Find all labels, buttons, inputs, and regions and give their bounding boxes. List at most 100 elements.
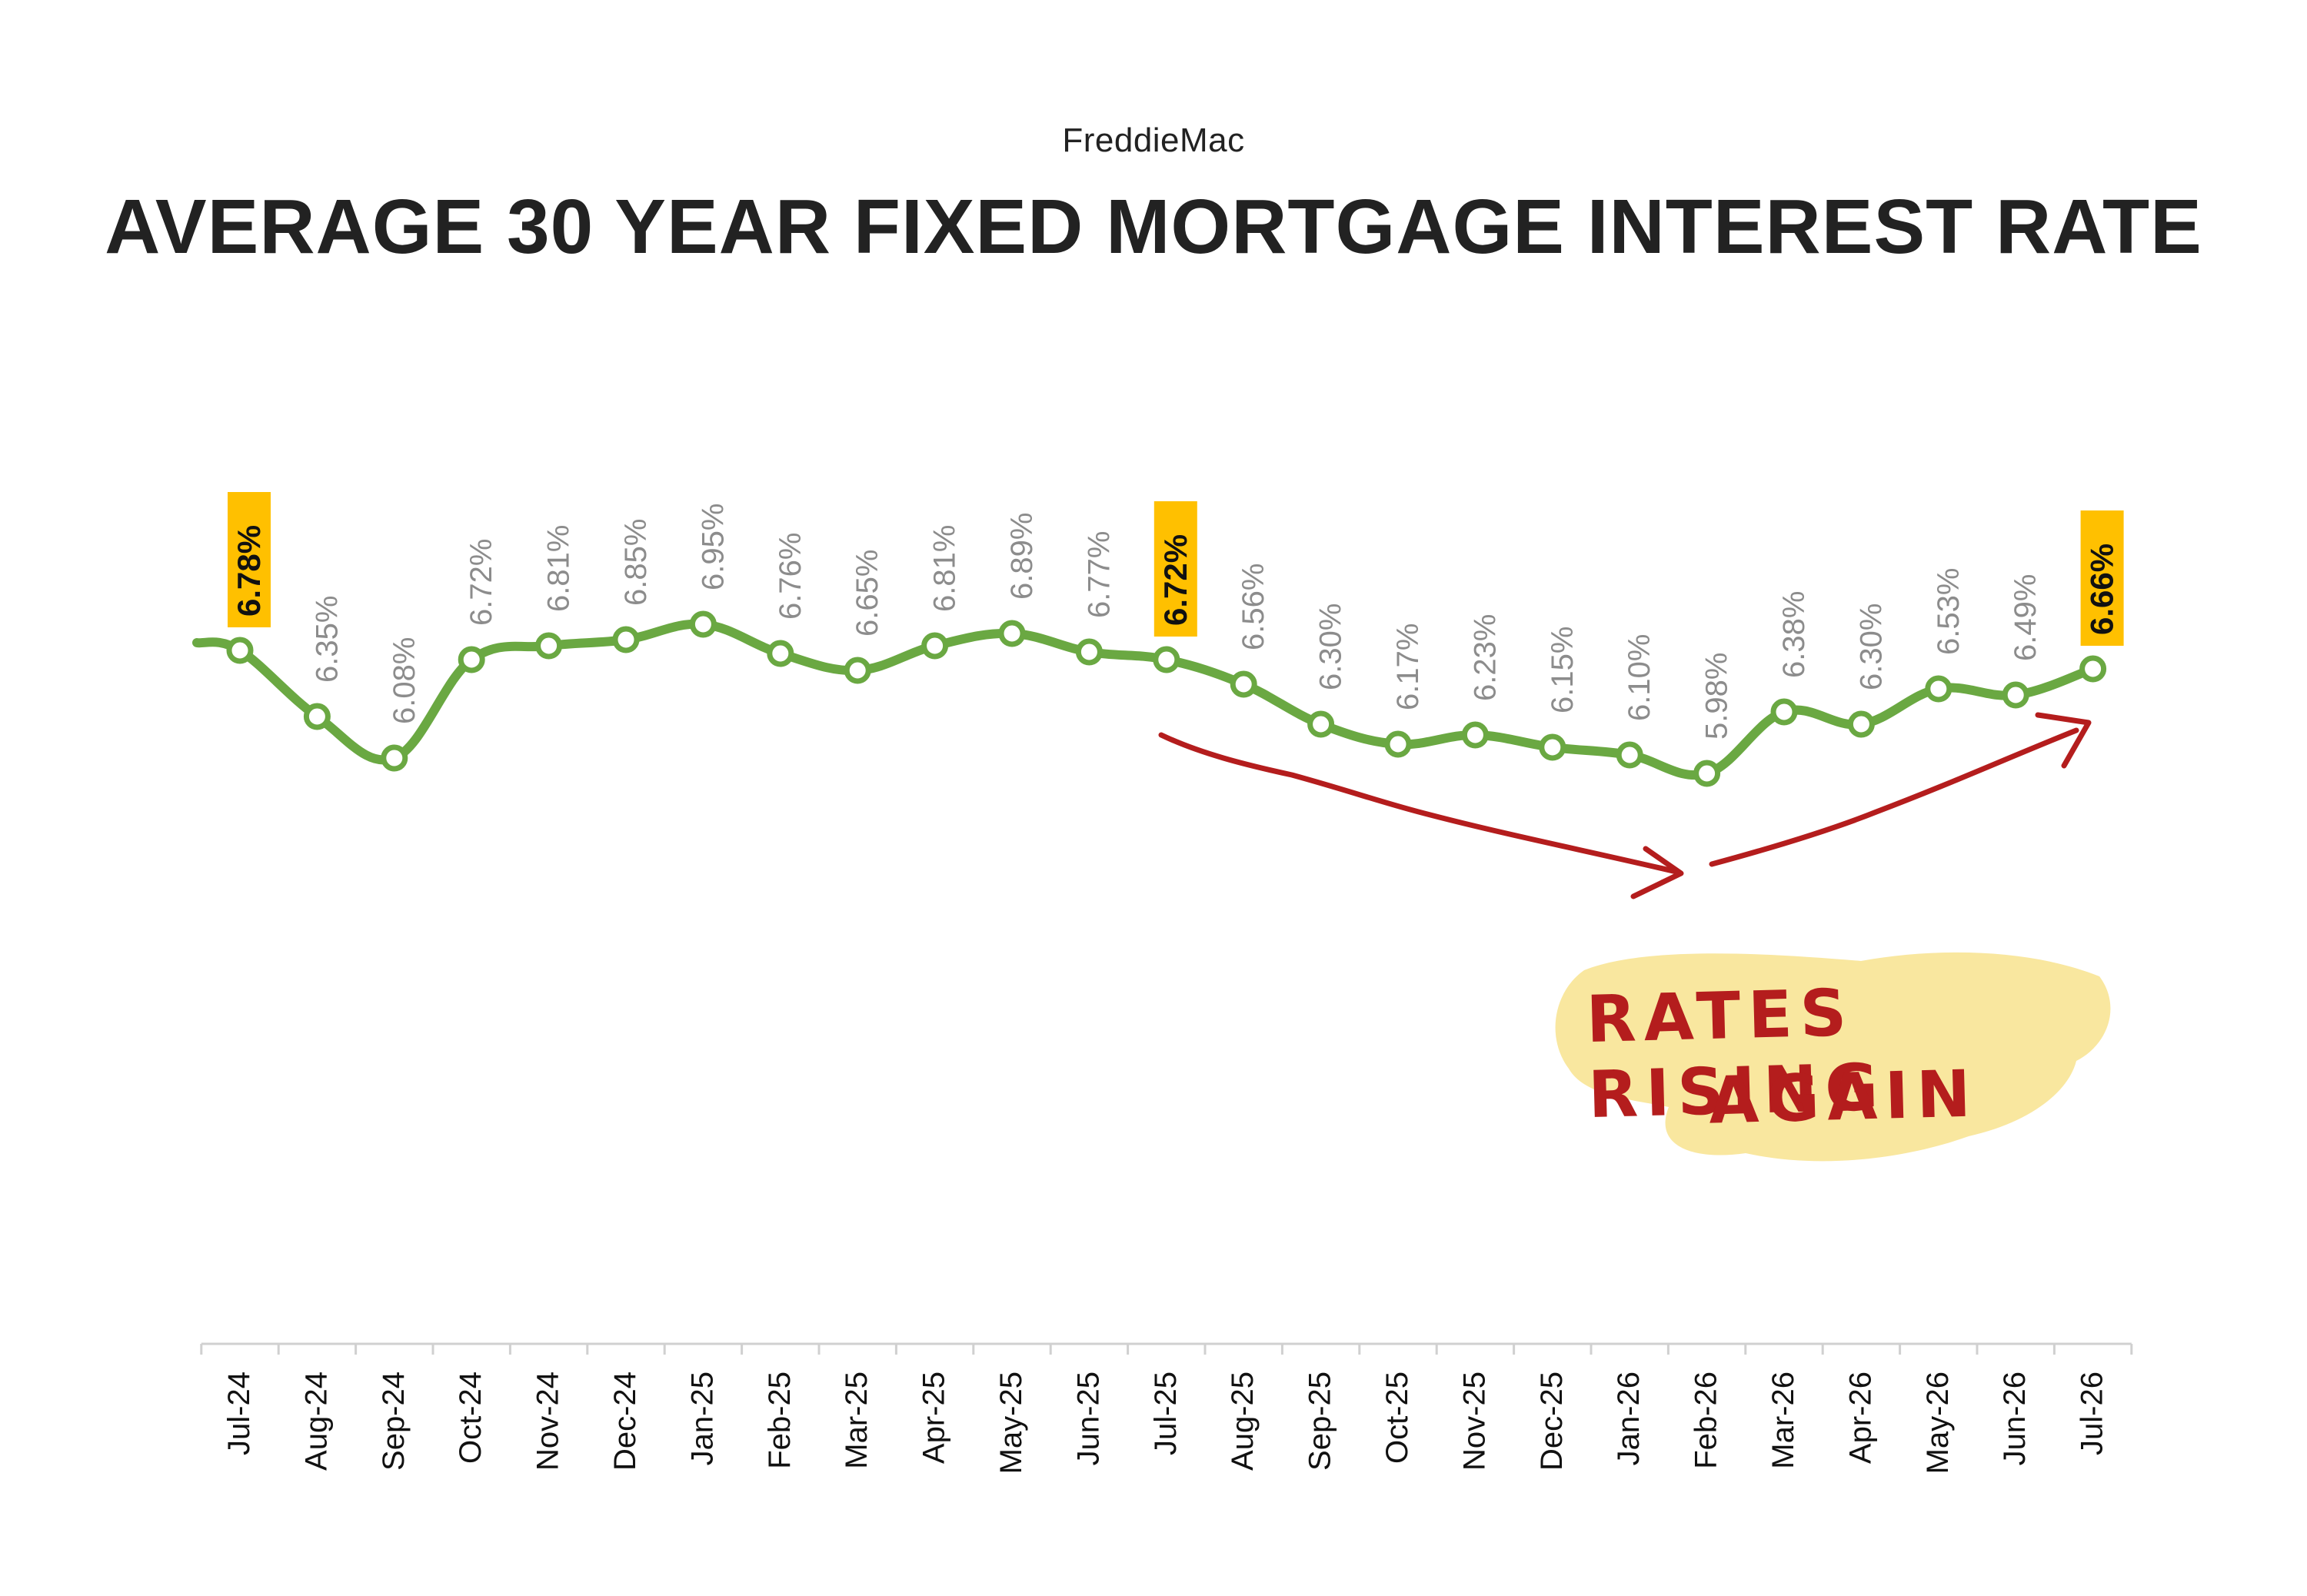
data-point-sep-24 (381, 744, 408, 772)
data-label-text: 6.65% (851, 550, 884, 637)
x-tick-label: Nov-25 (1457, 1372, 1491, 1471)
data-point-jun-25 (1075, 638, 1103, 666)
x-tick-label: May-26 (1921, 1372, 1955, 1474)
x-tick-label: Mar-25 (840, 1372, 874, 1469)
data-label-text: 6.17% (1391, 623, 1425, 710)
data-point-mar-25 (844, 657, 871, 684)
chart-source: FreddieMac (1062, 121, 1245, 159)
label-highlight-box (228, 492, 271, 627)
data-label-text: 6.23% (1468, 614, 1502, 701)
data-point-jun-26 (2002, 681, 2029, 709)
falling-arrowhead (1630, 846, 1684, 899)
data-label: 6.77% (1082, 531, 1116, 618)
x-tick-label: Feb-26 (1689, 1372, 1723, 1469)
annotation-line-2: AGAIN (1707, 1056, 1979, 1139)
chart-title: AVERAGE 30 YEAR FIXED MORTGAGE INTEREST … (105, 184, 2202, 270)
x-tick-label: Jul-24 (222, 1372, 256, 1455)
data-point-nov-25 (1461, 721, 1489, 749)
data-label-highlight: 6.78% (228, 492, 271, 627)
data-point-oct-25 (1384, 730, 1412, 758)
data-label-text: 6.72% (1157, 534, 1193, 626)
data-label-text: 6.85% (619, 519, 653, 606)
x-tick-label: Jan-26 (1612, 1372, 1646, 1465)
data-label: 6.65% (851, 550, 884, 637)
data-label-text: 6.10% (1623, 634, 1656, 721)
highlight-blob (1555, 952, 2111, 1162)
data-point-may-25 (998, 620, 1026, 647)
x-tick-label: Jun-26 (1998, 1372, 2032, 1465)
data-labels: 6.78% 6.35% 6.08% 6.72% 6.81% 6.85% 6.95% 6.76%… (228, 492, 2124, 740)
data-label: 6.95% (696, 504, 730, 590)
data-point-aug-24 (303, 703, 331, 730)
data-label: 6.15% (1546, 627, 1580, 713)
data-label-highlight: 6.66% (2080, 510, 2124, 646)
data-label-text: 6.15% (1546, 627, 1580, 713)
data-point-apr-25 (921, 632, 949, 660)
trend-arrows (1158, 712, 2092, 899)
x-tick-label: Apr-25 (917, 1372, 951, 1464)
data-point-nov-24 (535, 632, 563, 660)
data-label: 5.98% (1700, 653, 1734, 740)
data-points (226, 610, 2107, 787)
data-label: 6.30% (1854, 603, 1888, 690)
data-point-jan-25 (689, 610, 717, 638)
x-tick-labels: Jul-24 Aug-24 Sep-24 Oct-24 Nov-24 Dec-24 Jan-… (222, 1372, 2109, 1474)
rising-arrowhead (2035, 712, 2092, 769)
x-tick-label: Oct-24 (454, 1372, 488, 1464)
data-label-highlight: 6.72% (1154, 501, 1197, 637)
x-tick-label: Nov-24 (531, 1372, 565, 1471)
data-label: 6.81% (542, 525, 576, 612)
label-highlight-box (2080, 510, 2124, 646)
data-point-feb-26 (1693, 760, 1721, 787)
data-point-dec-25 (1539, 733, 1566, 761)
data-point-may-26 (1925, 675, 1952, 703)
rates-rising-note: RATES RISING AGAIN (1538, 930, 2122, 1176)
data-point-jul-24 (226, 637, 254, 664)
data-point-jan-26 (1616, 741, 1643, 769)
data-label-text: 5.98% (1700, 653, 1734, 740)
data-label-text: 6.77% (1082, 531, 1116, 618)
x-tick-label: Apr-26 (1843, 1372, 1877, 1464)
data-label: 6.53% (1932, 568, 1966, 655)
data-label: 6.56% (1237, 564, 1270, 650)
x-tick-label: Aug-25 (1226, 1372, 1260, 1471)
data-point-feb-25 (767, 640, 794, 667)
data-label-text: 6.56% (1237, 564, 1270, 650)
data-label: 6.23% (1468, 614, 1502, 701)
x-tick-label: Jun-25 (1071, 1372, 1105, 1465)
data-label: 6.10% (1623, 634, 1656, 721)
x-tick-label: Jan-25 (685, 1372, 719, 1465)
data-label-text: 6.35% (310, 596, 344, 683)
data-point-mar-26 (1770, 698, 1798, 726)
data-label-text: 6.30% (1854, 603, 1888, 690)
data-label-text: 6.81% (542, 525, 576, 612)
data-label: 6.76% (774, 533, 807, 620)
data-label-text: 6.66% (2084, 544, 2120, 635)
data-label: 6.72% (464, 539, 498, 626)
data-point-sep-25 (1307, 710, 1335, 738)
data-label-text: 6.53% (1932, 568, 1966, 655)
data-point-jul-25 (1153, 646, 1180, 673)
data-label-text: 6.30% (1314, 603, 1348, 690)
data-label: 6.38% (1777, 591, 1811, 678)
x-tick-label: Dec-24 (608, 1372, 642, 1471)
data-label: 6.81% (928, 525, 962, 612)
data-label-text: 6.08% (388, 637, 421, 724)
data-label-text: 6.72% (464, 539, 498, 626)
falling-arrow (1158, 732, 1679, 875)
x-tick-label: Jul-26 (2076, 1372, 2109, 1455)
data-point-aug-25 (1230, 670, 1257, 698)
data-label-text: 6.89% (1005, 513, 1039, 600)
data-point-jul-26 (2079, 655, 2107, 683)
rising-arrow (1709, 727, 2079, 867)
x-tick-label: Jul-25 (1149, 1372, 1183, 1455)
data-label-text: 6.81% (928, 525, 962, 612)
data-label: 6.89% (1005, 513, 1039, 600)
data-point-oct-24 (458, 646, 485, 673)
data-point-dec-24 (612, 626, 640, 653)
data-label: 6.17% (1391, 623, 1425, 710)
x-tick-label: Feb-25 (763, 1372, 797, 1469)
data-label: 6.35% (310, 596, 344, 683)
data-label: 6.30% (1314, 603, 1348, 690)
